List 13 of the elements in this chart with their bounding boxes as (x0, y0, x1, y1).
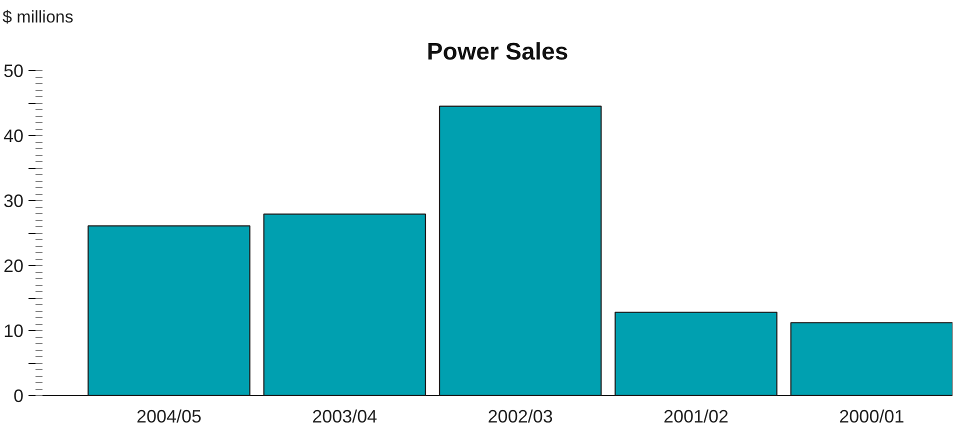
y-axis-title: $ millions (2, 8, 74, 26)
y-tick-label: 40 (3, 126, 24, 146)
y-tick-label: 10 (3, 321, 24, 341)
chart-title: Power Sales (426, 38, 568, 66)
x-tick-label: 2000/01 (839, 406, 904, 426)
x-tick-label: 2002/03 (488, 406, 553, 426)
y-tick-label: 30 (3, 191, 24, 211)
x-tick-label: 2003/04 (312, 406, 378, 426)
y-tick-label: 50 (3, 61, 24, 81)
y-tick-label: 20 (3, 256, 24, 276)
x-tick-label: 2001/02 (663, 406, 729, 426)
x-tick-label: 2004/05 (136, 406, 202, 426)
y-tick-label: 0 (13, 386, 24, 406)
